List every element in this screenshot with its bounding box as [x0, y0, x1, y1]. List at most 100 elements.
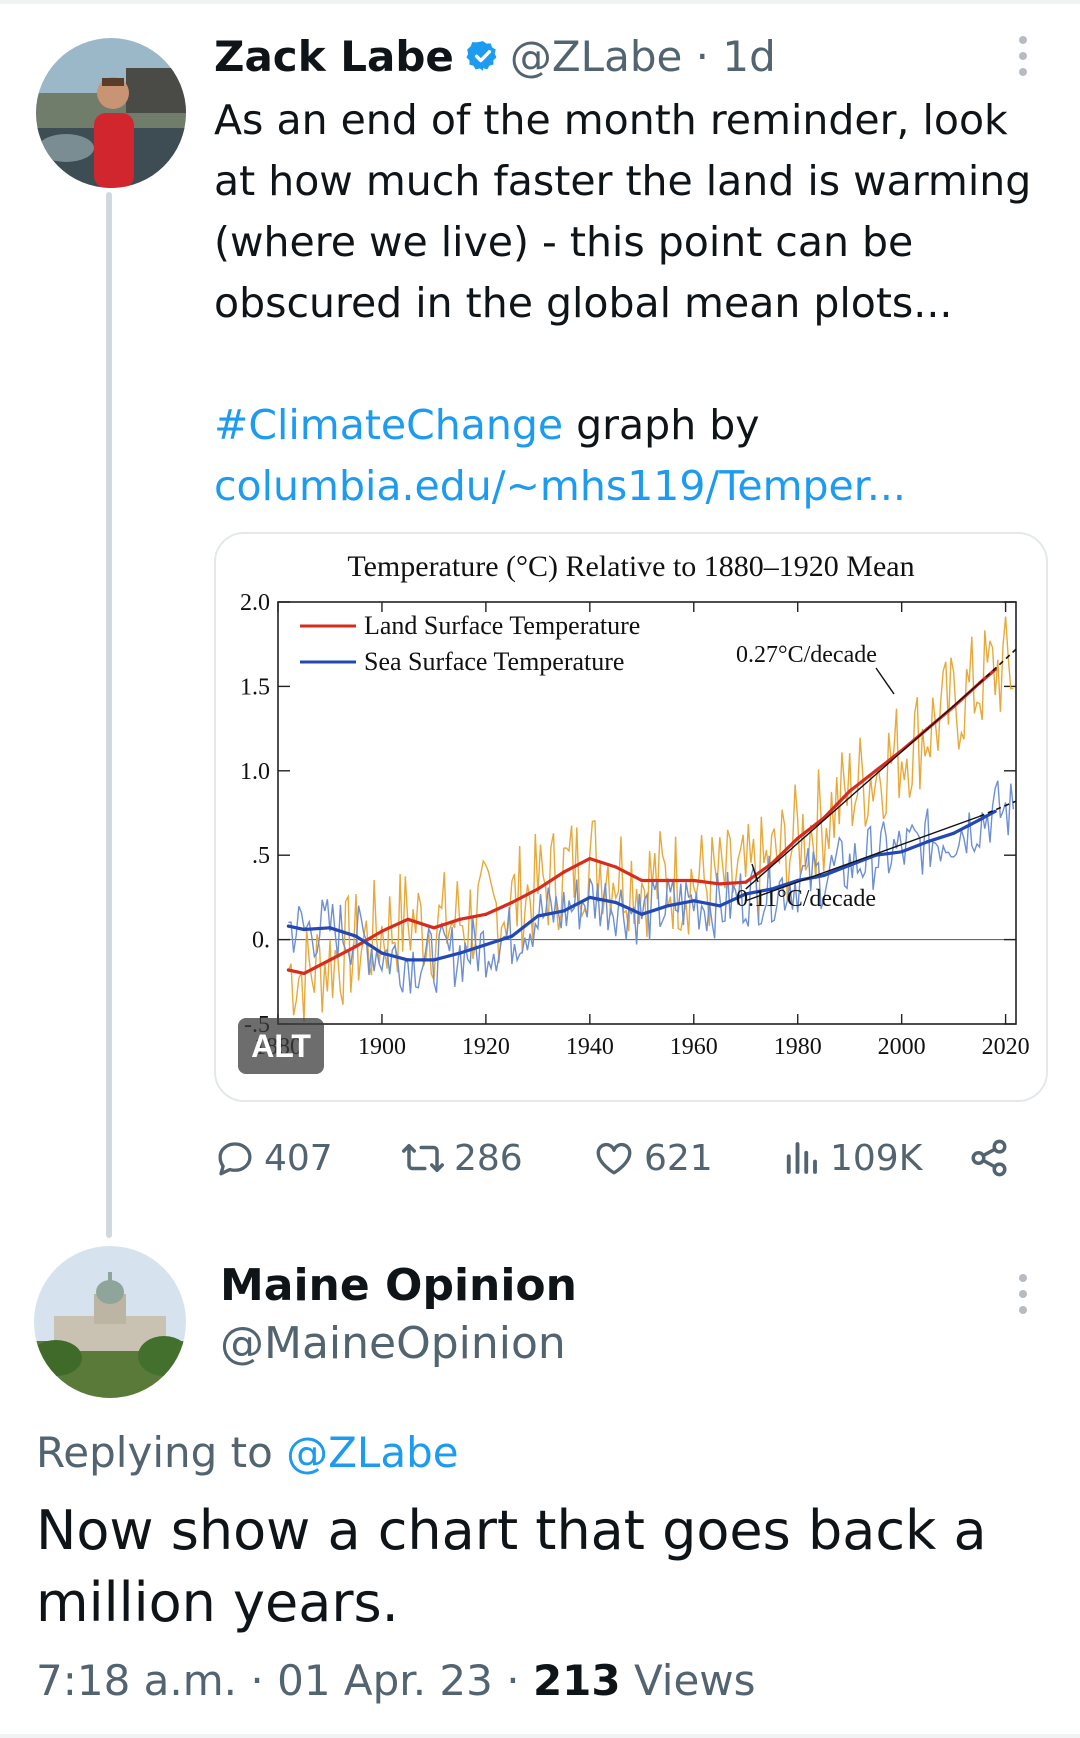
like-count: 621	[644, 1137, 713, 1179]
share-button[interactable]	[968, 1128, 1018, 1188]
data-point	[536, 914, 540, 918]
legend-label: Land Surface Temperature	[364, 611, 640, 640]
retweet-icon	[400, 1137, 446, 1179]
tweet-text: As an end of the month reminder, look at…	[214, 90, 1044, 517]
replying-to: Replying to @ZLabe	[36, 1428, 459, 1477]
x-tick-label: 2020	[982, 1034, 1030, 1060]
replying-to-handle[interactable]: @ZLabe	[286, 1428, 459, 1477]
data-point	[562, 870, 566, 874]
data-point	[666, 878, 670, 883]
author-name[interactable]: Zack Labe	[214, 31, 454, 81]
tweet-image[interactable]: Temperature (°C) Relative to 1880–1920 M…	[214, 532, 1048, 1102]
data-point	[406, 958, 410, 962]
x-tick-label: 1960	[670, 1034, 718, 1060]
data-point	[484, 943, 488, 947]
avatar-photo	[36, 38, 186, 188]
data-point	[848, 863, 852, 867]
data-point	[874, 769, 878, 773]
more-options-icon[interactable]	[1016, 1274, 1030, 1314]
separator-dot: ·	[682, 31, 723, 81]
verified-badge-icon	[466, 39, 500, 73]
x-tick-label: 1980	[774, 1034, 822, 1060]
data-point	[588, 895, 592, 899]
series-line	[288, 668, 997, 975]
data-point	[354, 944, 358, 948]
views-button[interactable]: 109K	[780, 1128, 922, 1188]
x-tick-label: 2000	[878, 1034, 926, 1060]
data-point	[848, 789, 852, 793]
data-point	[692, 878, 696, 883]
data-point	[458, 951, 462, 955]
annotation-arrow	[875, 667, 895, 695]
data-point	[640, 912, 644, 916]
data-point	[458, 917, 462, 921]
data-point	[484, 912, 488, 916]
reply-views-count: 213	[532, 1656, 621, 1705]
data-point	[380, 951, 384, 955]
tweet-text-fragment: graph by	[576, 401, 760, 449]
url-link[interactable]: columbia.edu/~mhs119/Temper...	[214, 462, 906, 510]
chart-title: Temperature (°C) Relative to 1880–1920 M…	[347, 550, 914, 583]
data-point	[510, 934, 514, 938]
data-point	[640, 878, 644, 883]
data-point	[406, 917, 410, 921]
data-point	[796, 836, 800, 840]
data-point	[978, 818, 982, 822]
tweet-text-line: at how much faster the land is warming	[214, 157, 1032, 205]
data-point	[770, 862, 774, 866]
thread-connector	[106, 192, 112, 1238]
alt-text-badge[interactable]: ALT	[238, 1018, 324, 1074]
annotation-arrow	[751, 863, 759, 883]
tweet-text-line: obscured in the global mean plots...	[214, 279, 953, 327]
data-point	[302, 927, 306, 932]
timestamp[interactable]: 1d	[722, 31, 776, 81]
data-point	[588, 856, 592, 861]
like-button[interactable]: 621	[592, 1128, 713, 1188]
data-point	[993, 809, 997, 813]
data-point	[614, 865, 618, 869]
data-point	[432, 926, 436, 930]
trend-line	[745, 815, 980, 902]
reply-time[interactable]: 7:18 a.m.	[36, 1656, 238, 1705]
data-point	[822, 873, 826, 878]
data-point	[744, 880, 748, 884]
data-point	[900, 850, 904, 854]
trend-line-extension	[979, 800, 1017, 818]
reply-text: Now show a chart that goes back a millio…	[36, 1499, 987, 1634]
data-point	[380, 929, 384, 933]
data-point	[562, 909, 566, 913]
data-point	[536, 887, 540, 891]
separator-dot: ·	[250, 1656, 264, 1705]
reply-views-label: Views	[633, 1656, 756, 1705]
separator-dot: ·	[506, 1656, 520, 1705]
reply-author-avatar[interactable]	[34, 1246, 186, 1398]
data-point	[354, 934, 358, 938]
data-point	[744, 892, 748, 896]
data-point	[328, 958, 332, 962]
x-tick-label: 1940	[566, 1034, 614, 1060]
author-handle[interactable]: @ZLabe	[509, 31, 683, 81]
temperature-chart: Temperature (°C) Relative to 1880–1920 M…	[240, 550, 1030, 1060]
reply-button[interactable]: 407	[214, 1128, 333, 1188]
author-avatar[interactable]	[36, 38, 186, 188]
heart-icon	[592, 1137, 636, 1179]
avatar-photo	[34, 1246, 186, 1398]
share-icon	[968, 1137, 1010, 1179]
data-point	[926, 840, 930, 844]
annotation-label: 0.11°C/decade	[736, 886, 876, 912]
data-point	[302, 971, 306, 975]
analytics-icon	[780, 1137, 822, 1179]
bottom-divider	[0, 1734, 1080, 1738]
reply-date[interactable]: 01 Apr. 23	[277, 1656, 493, 1705]
retweet-button[interactable]: 286	[400, 1128, 523, 1188]
data-point	[328, 926, 332, 930]
y-tick-label: 1.5	[240, 674, 270, 700]
hashtag-link[interactable]: #ClimateChange	[214, 401, 564, 449]
reply-author-name[interactable]: Maine Opinion	[220, 1260, 577, 1311]
y-tick-label: 0.	[252, 928, 270, 954]
reply-author-handle[interactable]: @MaineOpinion	[220, 1318, 566, 1369]
reply-metadata: 7:18 a.m. · 01 Apr. 23 · 213 Views	[36, 1656, 756, 1705]
data-point	[286, 968, 290, 972]
more-options-icon[interactable]	[1016, 36, 1030, 76]
data-point	[286, 924, 290, 928]
